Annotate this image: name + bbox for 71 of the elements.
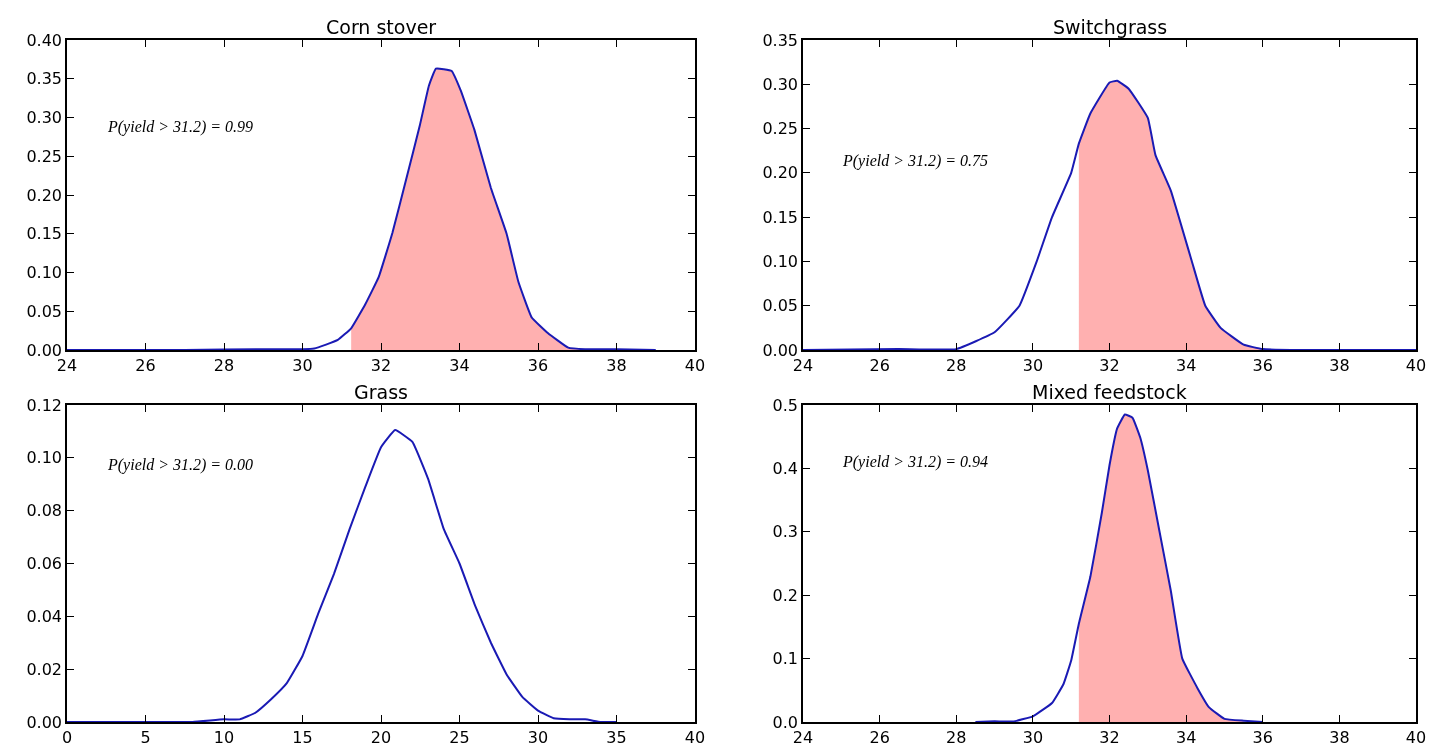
y-tick-label: 0.15: [762, 207, 799, 227]
x-tick-label: 40: [1405, 727, 1427, 747]
x-tick-label: 28: [213, 355, 235, 375]
y-tick-label: 0.25: [762, 119, 799, 139]
x-tick-label: 38: [1329, 355, 1350, 375]
x-tick-label: 32: [1099, 355, 1120, 375]
annotation: P(yield > 31.2) = 0.75: [842, 152, 989, 170]
chart-title: Corn stover: [326, 16, 437, 38]
x-tick-label: 30: [1022, 727, 1044, 747]
y-tick-label: 0.20: [26, 185, 63, 205]
x-tick-label: 38: [606, 355, 627, 375]
x-tick-label: 34: [1175, 355, 1197, 375]
y-tick-label: 0.15: [26, 224, 63, 244]
y-tick-label: 0.00: [26, 712, 63, 732]
line-series: [803, 79, 1416, 350]
x-tick-label: 34: [449, 355, 470, 375]
y-tick-label: 0.05: [762, 296, 799, 316]
x-tick-label: 35: [606, 727, 627, 747]
y-tick-label: 0.35: [26, 69, 63, 89]
y-tick-label: 0.4: [772, 459, 799, 478]
y-tick-label: 0.5: [772, 395, 799, 415]
y-tick-label: 0.12: [26, 395, 63, 415]
y-tick-label: 0.10: [762, 252, 799, 272]
x-tick-label: 30: [292, 355, 313, 375]
y-tick-label: 0.40: [26, 30, 63, 50]
x-tick-label: 26: [869, 727, 890, 747]
y-tick-label: 0.1: [772, 649, 799, 669]
y-tick-label: 0.05: [26, 301, 63, 321]
x-tick-label: 30: [527, 727, 549, 747]
x-tick-label: 15: [292, 727, 313, 747]
line-series: [67, 429, 618, 722]
chart-title: Mixed feedstock: [1032, 381, 1187, 403]
x-tick-label: 10: [213, 727, 235, 747]
annotation: P(yield > 31.2) = 0.99: [107, 118, 254, 136]
x-tick-label: 40: [684, 355, 706, 375]
y-tick-label: 0.20: [762, 163, 799, 183]
y-tick-label: 0.35: [762, 30, 799, 50]
y-tick-label: 0.30: [762, 74, 799, 94]
x-tick-label: 34: [1175, 727, 1197, 747]
x-tick-label: 28: [946, 727, 967, 747]
x-tick-label: 40: [1405, 355, 1427, 375]
x-tick-label: 26: [869, 355, 890, 375]
y-tick-label: 0.10: [26, 448, 63, 468]
y-tick-label: 0.30: [26, 108, 63, 128]
x-tick-label: 0: [61, 727, 73, 747]
y-tick-label: 0.06: [26, 554, 63, 574]
x-tick-label: 28: [946, 355, 967, 375]
chart-title: Grass: [354, 381, 408, 403]
line-series: [67, 67, 657, 350]
x-tick-label: 5: [140, 727, 151, 747]
x-tick-label: 30: [1022, 355, 1044, 375]
y-tick-label: 0.25: [26, 146, 63, 166]
x-tick-label: 32: [370, 355, 392, 375]
annotation: P(yield > 31.2) = 0.94: [842, 453, 989, 471]
x-tick-label: 32: [1099, 727, 1120, 747]
x-tick-label: 20: [370, 727, 392, 747]
chart-title: Switchgrass: [1053, 16, 1168, 38]
x-tick-label: 25: [449, 727, 470, 747]
x-tick-label: 40: [684, 727, 706, 747]
y-tick-label: 0.02: [26, 659, 63, 679]
x-tick-label: 36: [527, 355, 549, 375]
y-tick-label: 0.04: [26, 606, 63, 626]
x-tick-label: 26: [135, 355, 156, 375]
x-tick-label: 36: [1252, 355, 1273, 375]
y-tick-label: 0.3: [772, 522, 799, 542]
y-tick-label: 0.08: [26, 501, 63, 521]
x-tick-label: 36: [1252, 727, 1273, 747]
x-tick-label: 38: [1329, 727, 1350, 747]
y-tick-label: 0.10: [26, 263, 63, 283]
y-tick-label: 0.2: [772, 585, 799, 605]
annotation: P(yield > 31.2) = 0.00: [107, 456, 254, 474]
